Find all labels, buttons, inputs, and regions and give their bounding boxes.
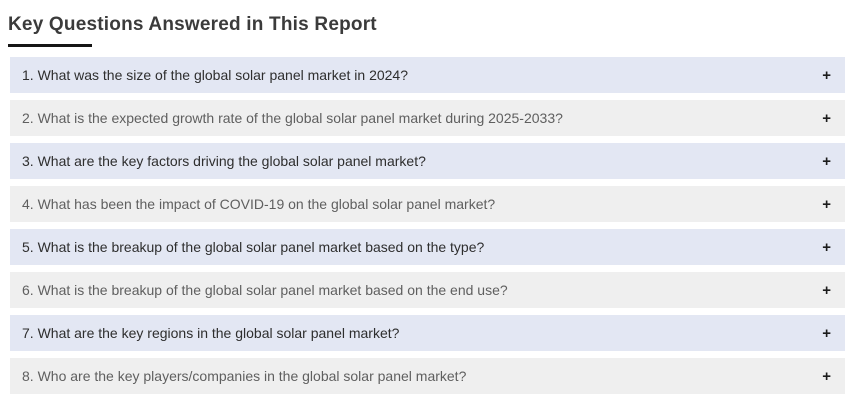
- faq-item-4[interactable]: 4. What has been the impact of COVID-19 …: [10, 186, 845, 222]
- faq-question: 8. Who are the key players/companies in …: [22, 368, 467, 384]
- expand-plus-icon[interactable]: +: [822, 367, 831, 385]
- faq-question: 1. What was the size of the global solar…: [22, 67, 408, 83]
- faq-item-3[interactable]: 3. What are the key factors driving the …: [10, 143, 845, 179]
- faq-question: 6. What is the breakup of the global sol…: [22, 282, 508, 298]
- expand-plus-icon[interactable]: +: [822, 238, 831, 256]
- faq-question: 7. What are the key regions in the globa…: [22, 325, 400, 341]
- faq-question: 3. What are the key factors driving the …: [22, 153, 426, 169]
- faq-accordion: 1. What was the size of the global solar…: [10, 57, 845, 394]
- faq-item-8[interactable]: 8. Who are the key players/companies in …: [10, 358, 845, 394]
- faq-item-5[interactable]: 5. What is the breakup of the global sol…: [10, 229, 845, 265]
- faq-item-2[interactable]: 2. What is the expected growth rate of t…: [10, 100, 845, 136]
- page-title: Key Questions Answered in This Report: [8, 14, 377, 35]
- expand-plus-icon[interactable]: +: [822, 152, 831, 170]
- faq-item-7[interactable]: 7. What are the key regions in the globa…: [10, 315, 845, 351]
- expand-plus-icon[interactable]: +: [822, 281, 831, 299]
- expand-plus-icon[interactable]: +: [822, 324, 831, 342]
- faq-question: 5. What is the breakup of the global sol…: [22, 239, 485, 255]
- expand-plus-icon[interactable]: +: [822, 195, 831, 213]
- faq-item-6[interactable]: 6. What is the breakup of the global sol…: [10, 272, 845, 308]
- title-underline: [8, 44, 92, 47]
- faq-item-1[interactable]: 1. What was the size of the global solar…: [10, 57, 845, 93]
- expand-plus-icon[interactable]: +: [822, 109, 831, 127]
- faq-question: 2. What is the expected growth rate of t…: [22, 110, 563, 126]
- expand-plus-icon[interactable]: +: [822, 66, 831, 84]
- faq-question: 4. What has been the impact of COVID-19 …: [22, 196, 496, 212]
